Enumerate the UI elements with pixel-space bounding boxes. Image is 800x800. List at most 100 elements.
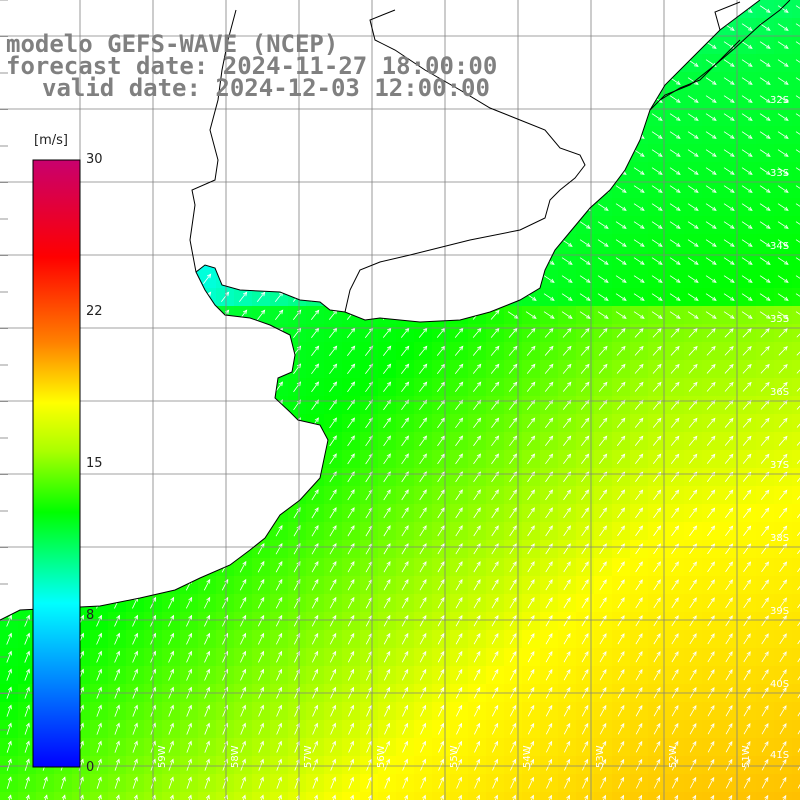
- speed-cell: [792, 324, 800, 342]
- speed-cell: [612, 792, 630, 800]
- speed-cell: [54, 792, 72, 800]
- speed-cell: [792, 540, 800, 558]
- speed-cell: [792, 702, 800, 720]
- longitude-label: 51W: [741, 745, 752, 768]
- speed-cell: [738, 792, 756, 800]
- title-valid-date: valid date: 2024-12-03 12:00:00: [42, 74, 490, 102]
- speed-cell: [792, 18, 800, 36]
- speed-cell: [630, 792, 648, 800]
- speed-cell: [306, 792, 324, 800]
- speed-cell: [774, 792, 792, 800]
- speed-cell: [792, 198, 800, 216]
- speed-cell: [468, 792, 486, 800]
- speed-cell: [792, 72, 800, 90]
- speed-cell: [792, 90, 800, 108]
- speed-cell: [792, 612, 800, 630]
- longitude-label: 52W: [668, 745, 679, 768]
- speed-cell: [720, 792, 738, 800]
- speed-cell: [792, 648, 800, 666]
- colorbar-tick-label: 22: [86, 304, 103, 319]
- speed-cell: [792, 486, 800, 504]
- latitude-label: 40S: [770, 679, 790, 690]
- speed-cell: [792, 558, 800, 576]
- speed-cell: [72, 792, 90, 800]
- speed-cell: [792, 144, 800, 162]
- speed-cell: [522, 792, 540, 800]
- speed-cell: [396, 792, 414, 800]
- speed-cell: [792, 252, 800, 270]
- speed-cell: [648, 792, 666, 800]
- latitude-label: 33S: [770, 168, 790, 179]
- speed-cell: [792, 774, 800, 792]
- speed-cell: [792, 36, 800, 54]
- speed-cell: [792, 594, 800, 612]
- colorbar-unit: [m/s]: [34, 133, 68, 148]
- speed-cell: [18, 792, 36, 800]
- speed-cell: [342, 792, 360, 800]
- speed-cell: [792, 126, 800, 144]
- longitude-label: 54W: [522, 745, 533, 768]
- latitude-label: 36S: [770, 387, 790, 398]
- speed-cell: [792, 0, 800, 18]
- latitude-label: 34S: [770, 241, 790, 252]
- latitude-label: 37S: [770, 460, 790, 471]
- speed-cell: [792, 108, 800, 126]
- speed-cell: [162, 792, 180, 800]
- colorbar-tick-label: 0: [86, 760, 95, 775]
- speed-cell: [450, 792, 468, 800]
- speed-cell: [792, 162, 800, 180]
- speed-cell: [792, 396, 800, 414]
- speed-cell: [270, 792, 288, 800]
- speed-cell: [792, 432, 800, 450]
- speed-cell: [792, 180, 800, 198]
- speed-cell: [756, 792, 774, 800]
- speed-cell: [792, 630, 800, 648]
- longitude-label: 55W: [449, 745, 460, 768]
- speed-cell: [792, 738, 800, 756]
- speed-cell: [0, 792, 18, 800]
- speed-cell: [540, 792, 558, 800]
- latitude-label: 38S: [770, 533, 790, 544]
- speed-cell: [702, 792, 720, 800]
- speed-cell: [324, 792, 342, 800]
- speed-cell: [288, 792, 306, 800]
- longitude-label: 57W: [303, 745, 314, 768]
- latitude-label: 39S: [770, 606, 790, 617]
- speed-cell: [504, 792, 522, 800]
- speed-cell: [792, 54, 800, 72]
- speed-cell: [684, 792, 702, 800]
- speed-cell: [594, 792, 612, 800]
- speed-cell: [792, 504, 800, 522]
- colorbar-tick-label: 30: [86, 152, 103, 167]
- speed-cell: [792, 288, 800, 306]
- latitude-label: 32S: [770, 95, 790, 106]
- speed-cell: [378, 792, 396, 800]
- speed-cell: [792, 522, 800, 540]
- speed-cell: [432, 792, 450, 800]
- speed-cell: [36, 792, 54, 800]
- speed-cell: [792, 360, 800, 378]
- speed-cell: [126, 792, 144, 800]
- speed-cell: [234, 792, 252, 800]
- speed-cell: [558, 792, 576, 800]
- speed-cell: [414, 792, 432, 800]
- longitude-label: 59W: [157, 745, 168, 768]
- speed-cell: [90, 792, 108, 800]
- speed-cell: [486, 792, 504, 800]
- speed-cell: [792, 342, 800, 360]
- speed-cell: [792, 414, 800, 432]
- longitude-label: 58W: [230, 745, 241, 768]
- speed-cell: [792, 756, 800, 774]
- speed-cell: [198, 792, 216, 800]
- speed-cell: [180, 792, 198, 800]
- longitude-label: 56W: [376, 745, 387, 768]
- speed-cell: [792, 234, 800, 252]
- latitude-label: 35S: [770, 314, 790, 325]
- speed-cell: [666, 792, 684, 800]
- speed-cell: [792, 270, 800, 288]
- longitude-label: 53W: [595, 745, 606, 768]
- speed-cell: [792, 720, 800, 738]
- colorbar-tick-label: 8: [86, 608, 95, 623]
- latitude-label: 41S: [770, 750, 790, 761]
